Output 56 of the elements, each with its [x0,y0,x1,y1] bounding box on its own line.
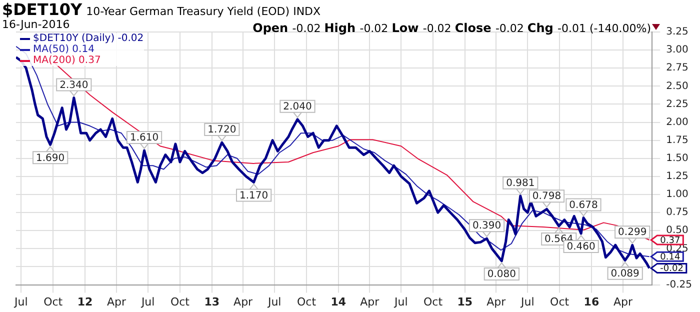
chart-subtitle: 10-Year German Treasury Yield (EOD) INDX [86,5,321,18]
y-tick-label: 2.00 [666,116,688,128]
data-label: 0.080 [487,269,516,280]
legend-label: MA(50) 0.14 [33,44,94,55]
x-tick-label: Oct [44,295,64,308]
y-tick-label: 2.25 [666,98,688,110]
x-tick-label: Oct [550,295,570,308]
y-tick-label: 3.25 [666,26,688,38]
data-label: 0.089 [610,268,640,280]
y-tick-label: 2.75 [666,62,688,74]
x-tick-label: Apr [234,295,254,308]
data-label: 1.170 [239,190,268,202]
x-tick-label: 15 [457,295,473,308]
x-tick-label: Jul [520,295,534,308]
chart-title: $DET10Y [2,0,82,19]
y-tick-label: 0.50 [666,225,688,236]
x-tick-label: Apr [107,295,127,308]
data-label: 0.14 [660,252,680,262]
x-tick-label: Jul [266,295,282,308]
y-tick-label: 0.75 [666,207,688,218]
text: 16-Jun-2016 [2,18,70,31]
data-label: 1.610 [130,132,159,144]
data-label: 0.299 [618,227,647,238]
x-tick-label: Apr [360,295,380,308]
x-tick-label: Jul [140,295,155,308]
x-tick-label: Jul [14,295,28,308]
y-tick-label: 2.50 [666,80,688,92]
y-tick-label: 1.00 [666,189,688,200]
x-tick-label: Oct [170,295,190,308]
y-tick-label: 1.25 [666,171,688,182]
y-tick-label: 1.50 [666,152,688,164]
x-tick-label: 12 [77,295,93,308]
x-tick-label: Oct [424,295,444,308]
text: Open -0.02 High -0.02 Low -0.02 Close -0.02 Chg -0.01 (-140.00%) [252,21,651,35]
data-label: 1.720 [208,124,236,136]
data-label: -0.02 [660,264,684,274]
data-label: 1.690 [36,152,65,164]
y-tick-label: 3.00 [666,44,688,56]
y-tick-label: 1.75 [666,134,688,146]
data-label: 0.678 [569,200,598,211]
legend-label: MA(200) 0.37 [33,55,101,66]
legend-label: $DET10Y (Daily) -0.02 [33,33,144,44]
data-label: 0.981 [506,178,535,189]
y-tick-label: -0.25 [666,279,692,290]
x-tick-label: Apr [486,295,506,308]
x-tick-label: Jul [394,295,408,308]
data-label: 0.798 [532,191,562,202]
x-tick-label: 13 [204,295,220,308]
x-tick-label: 14 [330,295,346,308]
x-tick-label: Oct [296,295,317,308]
data-label: 0.37 [660,236,680,246]
x-tick-label: 16 [584,295,600,308]
x-tick-label: Apr [613,295,633,308]
data-label: 0.390 [472,220,502,232]
data-label: 2.340 [60,80,88,91]
data-label: 2.040 [283,101,312,112]
